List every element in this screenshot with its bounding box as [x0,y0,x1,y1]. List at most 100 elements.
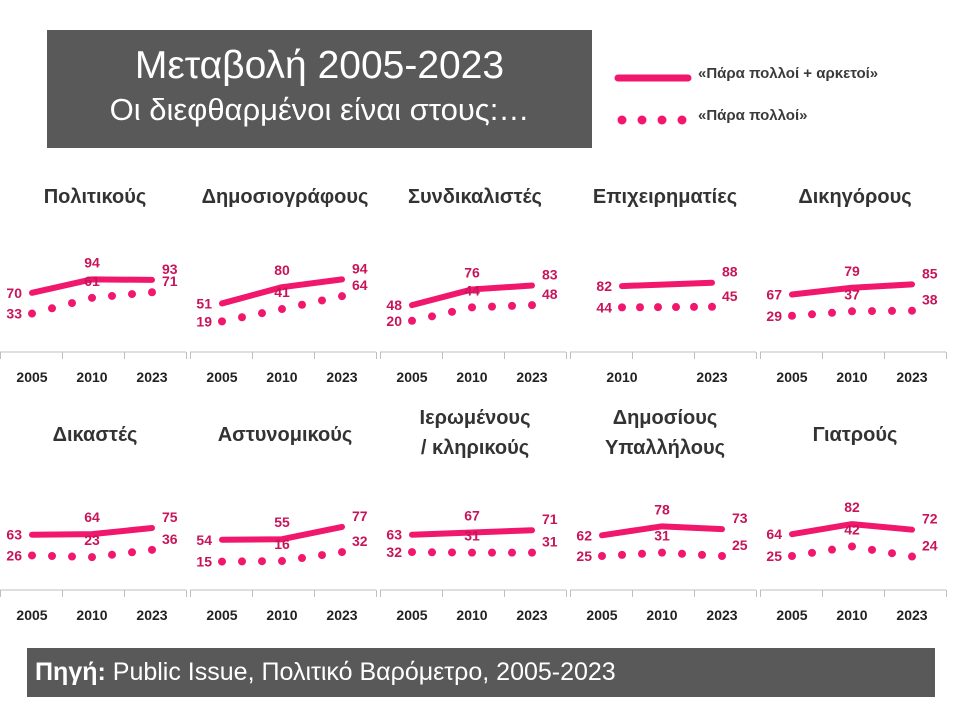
series-dot [698,550,706,559]
data-label: 25 [766,548,782,564]
series-dot [468,548,476,557]
x-tick-label: 2010 [646,607,677,623]
chart-title: Μεταβολή 2005-2023 [134,44,505,87]
series-dot [48,304,56,313]
x-tick-label: 2023 [326,607,357,623]
data-label: 67 [766,286,782,302]
series-dot [908,306,916,315]
data-label: 63 [386,527,402,543]
series-dot [636,303,644,312]
series-dot [68,299,76,308]
data-label: 31 [542,534,558,550]
series-dot [848,542,856,551]
legend-solid-label: «Πάρα πολλοί + αρκετοί» [698,65,879,82]
series-dot [488,548,496,557]
data-label: 75 [162,509,178,525]
series-dot [618,303,626,312]
series-dot [888,549,896,558]
x-tick-label: 2010 [456,369,487,385]
series-dot [828,545,836,554]
series-dot [808,310,816,319]
series-dot [338,292,346,301]
series-dot [48,552,56,560]
x-tick-label: 2010 [456,607,487,623]
panel-title: Συνδικαλιστές [408,186,542,208]
series-line-solid [409,282,535,309]
data-label: 51 [196,295,212,311]
x-tick-label: 2010 [606,369,637,385]
series-dot [258,557,266,566]
panel-title: Ιερωμένους [419,407,531,429]
data-label: 73 [732,510,748,526]
series-dot [408,316,416,325]
series-dot [88,553,96,562]
x-tick-label: 2023 [136,607,167,623]
chart-panel: Επιχειρηματίες 2010 2023 82 88 44 45 [570,182,760,392]
chart-title-box: Μεταβολή 2005-2023 Οι διεφθαρμένοι είναι… [47,30,592,148]
x-tick-label: 2010 [836,369,867,385]
chart-panel: Δικηγόρους 2005 2010 2023 67 79 85 29 37 38 [760,182,950,392]
panel-title: Δικηγόρους [798,186,912,208]
series-dot [888,306,896,315]
data-label: 33 [6,306,22,322]
series-dot [108,291,116,300]
series-dot [788,311,796,320]
data-label: 41 [274,284,290,300]
data-label: 16 [274,536,290,552]
chart-panel: Αστυνομικούς 2005 2010 2023 54 55 77 15 16 32 [190,420,380,630]
panel-title: Δικαστές [52,424,138,446]
series-dot [508,548,516,557]
series-dot [338,548,346,557]
series-dot [848,307,856,316]
legend-item-dotted: «Πάρα πολλοί» [612,104,952,134]
series-dot [658,548,666,557]
series-dot [678,549,686,558]
data-label: 20 [386,313,402,329]
data-label: 77 [352,508,368,524]
series-line-solid [29,525,155,538]
data-label: 64 [84,509,100,525]
data-label: 54 [196,532,212,548]
data-label: 80 [274,262,290,278]
data-label: 32 [352,533,368,549]
data-label: 67 [464,507,480,523]
series-dot [448,548,456,557]
data-label: 71 [542,511,558,527]
x-tick-label: 2005 [16,607,47,623]
chart-panel: Γιατρούς 2005 2010 2023 64 82 72 25 42 24 [760,420,950,630]
series-line-solid [29,276,155,296]
series-dot [108,550,116,559]
series-dot [318,296,326,305]
series-dot [278,305,286,314]
data-label: 38 [922,292,938,308]
panel-plot: 2010 2023 82 88 44 45 [570,264,757,385]
data-label: 26 [6,547,22,563]
series-line-solid [619,279,715,290]
x-tick-label: 2023 [696,369,727,385]
x-tick-label: 2023 [896,369,927,385]
source-text: Public Issue, Πολιτικό Βαρόμετρο, 2005-2… [105,658,616,686]
series-dot [718,552,726,560]
panel-plot: 2005 2010 2023 62 78 73 25 31 25 [570,501,757,623]
series-dot [298,300,306,309]
data-label: 72 [922,511,938,527]
x-tick-label: 2023 [326,369,357,385]
series-dot [868,545,876,554]
x-tick-label: 2023 [706,607,737,623]
series-dot [672,303,680,312]
series-dot [528,548,536,557]
series-line-solid [789,521,915,538]
panel-title: Δημοσίους [612,407,718,429]
source-label: Πηγή: [35,658,106,686]
data-label: 85 [922,265,938,281]
series-dot [148,288,156,297]
data-label: 31 [464,528,480,544]
panel-plot: 2005 2010 2023 54 55 77 15 16 32 [190,508,377,623]
data-label: 79 [844,263,860,279]
legend-dotted-label: «Πάρα πολλοί» [698,107,808,124]
panel-plot: 2005 2010 2023 51 80 94 19 41 64 [190,260,377,385]
data-label: 63 [6,527,22,543]
data-label: 31 [654,528,670,544]
chart-panel: Δημοσίους Υπαλλήλους 2005 2010 2023 62 78 73 25 3… [570,407,760,630]
panel-title: / κληρικούς [420,437,530,459]
